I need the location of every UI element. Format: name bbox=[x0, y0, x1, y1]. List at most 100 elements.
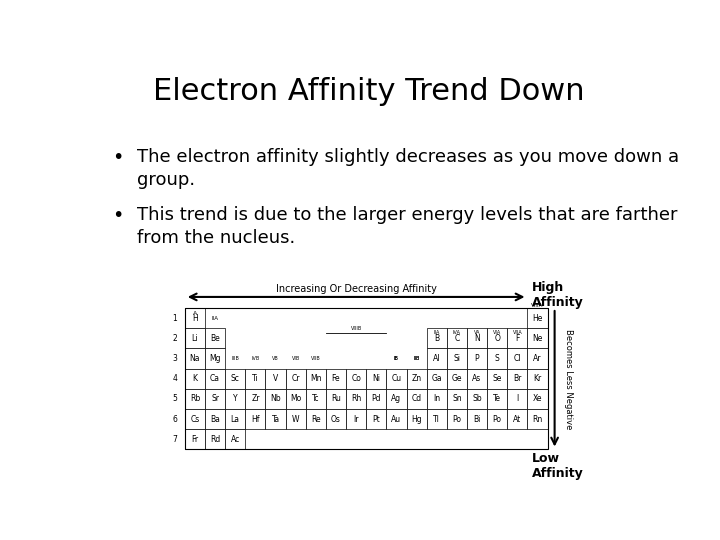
Text: Becomes Less Negative: Becomes Less Negative bbox=[564, 328, 573, 429]
Text: Rh: Rh bbox=[351, 394, 361, 403]
Bar bbox=[366, 389, 387, 409]
Bar bbox=[528, 348, 547, 369]
Bar bbox=[326, 409, 346, 429]
Text: IVA: IVA bbox=[453, 330, 461, 335]
Bar bbox=[447, 328, 467, 348]
Bar bbox=[286, 389, 306, 409]
Text: Sc: Sc bbox=[231, 374, 240, 383]
Text: 3: 3 bbox=[172, 354, 177, 363]
Text: Os: Os bbox=[331, 415, 341, 423]
Text: Zn: Zn bbox=[412, 374, 422, 383]
Bar bbox=[185, 348, 205, 369]
Text: Re: Re bbox=[311, 415, 320, 423]
Text: Po: Po bbox=[452, 415, 462, 423]
Bar bbox=[246, 409, 266, 429]
Bar bbox=[326, 369, 346, 389]
Text: VA: VA bbox=[474, 330, 480, 335]
Bar bbox=[225, 409, 246, 429]
Bar bbox=[508, 369, 528, 389]
Bar bbox=[346, 369, 366, 389]
Text: Zr: Zr bbox=[251, 394, 260, 403]
Bar bbox=[467, 328, 487, 348]
Bar bbox=[185, 429, 205, 449]
Bar bbox=[205, 369, 225, 389]
Text: H: H bbox=[192, 314, 198, 322]
Text: Fr: Fr bbox=[192, 435, 199, 444]
Text: Co: Co bbox=[351, 374, 361, 383]
Bar bbox=[427, 348, 447, 369]
Bar bbox=[407, 409, 427, 429]
Text: IIB: IIB bbox=[413, 356, 420, 361]
Bar bbox=[427, 409, 447, 429]
Text: Nb: Nb bbox=[270, 394, 281, 403]
Text: Si: Si bbox=[454, 354, 460, 363]
Text: Ca: Ca bbox=[210, 374, 220, 383]
Bar bbox=[366, 369, 387, 389]
Text: Fe: Fe bbox=[332, 374, 341, 383]
Bar bbox=[346, 409, 366, 429]
Bar bbox=[467, 389, 487, 409]
Text: VIIB: VIIB bbox=[311, 356, 320, 361]
Text: Tl: Tl bbox=[433, 415, 440, 423]
Bar bbox=[407, 369, 427, 389]
Text: IB: IB bbox=[394, 356, 399, 361]
Text: 6: 6 bbox=[172, 415, 177, 423]
Text: VIIIB: VIIIB bbox=[351, 326, 361, 330]
Text: Pd: Pd bbox=[372, 394, 381, 403]
Bar bbox=[205, 429, 225, 449]
Bar bbox=[225, 389, 246, 409]
Bar bbox=[447, 389, 467, 409]
Bar bbox=[467, 409, 487, 429]
Text: 1: 1 bbox=[172, 314, 177, 322]
Text: Ni: Ni bbox=[372, 374, 380, 383]
Bar bbox=[266, 369, 286, 389]
Text: Cl: Cl bbox=[513, 354, 521, 363]
Bar bbox=[487, 409, 508, 429]
Text: Sn: Sn bbox=[452, 394, 462, 403]
Bar bbox=[387, 409, 407, 429]
Text: 4: 4 bbox=[172, 374, 177, 383]
Text: Mg: Mg bbox=[210, 354, 221, 363]
Text: Sb: Sb bbox=[472, 394, 482, 403]
Text: Mo: Mo bbox=[290, 394, 301, 403]
Bar bbox=[528, 369, 547, 389]
Bar bbox=[528, 389, 547, 409]
Text: Be: Be bbox=[210, 334, 220, 343]
Bar bbox=[205, 409, 225, 429]
Bar bbox=[326, 389, 346, 409]
Bar bbox=[427, 328, 447, 348]
Bar bbox=[246, 369, 266, 389]
Text: 5: 5 bbox=[172, 394, 177, 403]
Text: IB: IB bbox=[394, 356, 399, 361]
Bar bbox=[286, 409, 306, 429]
Text: Cs: Cs bbox=[190, 415, 199, 423]
Text: Na: Na bbox=[189, 354, 200, 363]
Bar bbox=[427, 369, 447, 389]
Text: •: • bbox=[112, 206, 124, 225]
Text: Electron Affinity Trend Down: Electron Affinity Trend Down bbox=[153, 77, 585, 106]
Text: IVB: IVB bbox=[251, 356, 259, 361]
Bar bbox=[225, 369, 246, 389]
Text: Ti: Ti bbox=[252, 374, 258, 383]
Bar bbox=[387, 389, 407, 409]
Text: P: P bbox=[474, 354, 480, 363]
Text: In: In bbox=[433, 394, 441, 403]
Text: Rd: Rd bbox=[210, 435, 220, 444]
Bar bbox=[447, 409, 467, 429]
Text: Ar: Ar bbox=[534, 354, 541, 363]
Text: IIA: IIA bbox=[212, 316, 219, 321]
Bar bbox=[407, 389, 427, 409]
Bar bbox=[185, 308, 205, 328]
Text: IIIB: IIIB bbox=[231, 356, 239, 361]
Text: Pt: Pt bbox=[372, 415, 380, 423]
Bar bbox=[185, 328, 205, 348]
Text: Kr: Kr bbox=[534, 374, 541, 383]
Text: Tc: Tc bbox=[312, 394, 320, 403]
Text: Y: Y bbox=[233, 394, 238, 403]
Bar bbox=[266, 409, 286, 429]
Bar bbox=[508, 348, 528, 369]
Text: S: S bbox=[495, 354, 500, 363]
Text: A: A bbox=[193, 310, 197, 315]
Text: Ac: Ac bbox=[230, 435, 240, 444]
Bar bbox=[508, 389, 528, 409]
